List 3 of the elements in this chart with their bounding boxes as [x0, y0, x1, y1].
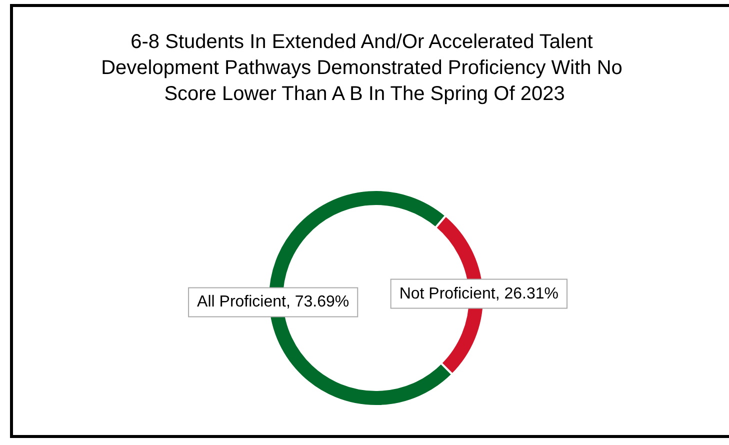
- slice-label: Not Proficient, 26.31%: [399, 285, 559, 302]
- chart-title: 6-8 Students In Extended And/Or Accelerated Talent Development Pathways Demonstrated Proficiency With No Score Lower Than A B In The Spring Of 2023: [101, 31, 628, 105]
- slice-label: All Proficient, 73.69%: [197, 294, 350, 311]
